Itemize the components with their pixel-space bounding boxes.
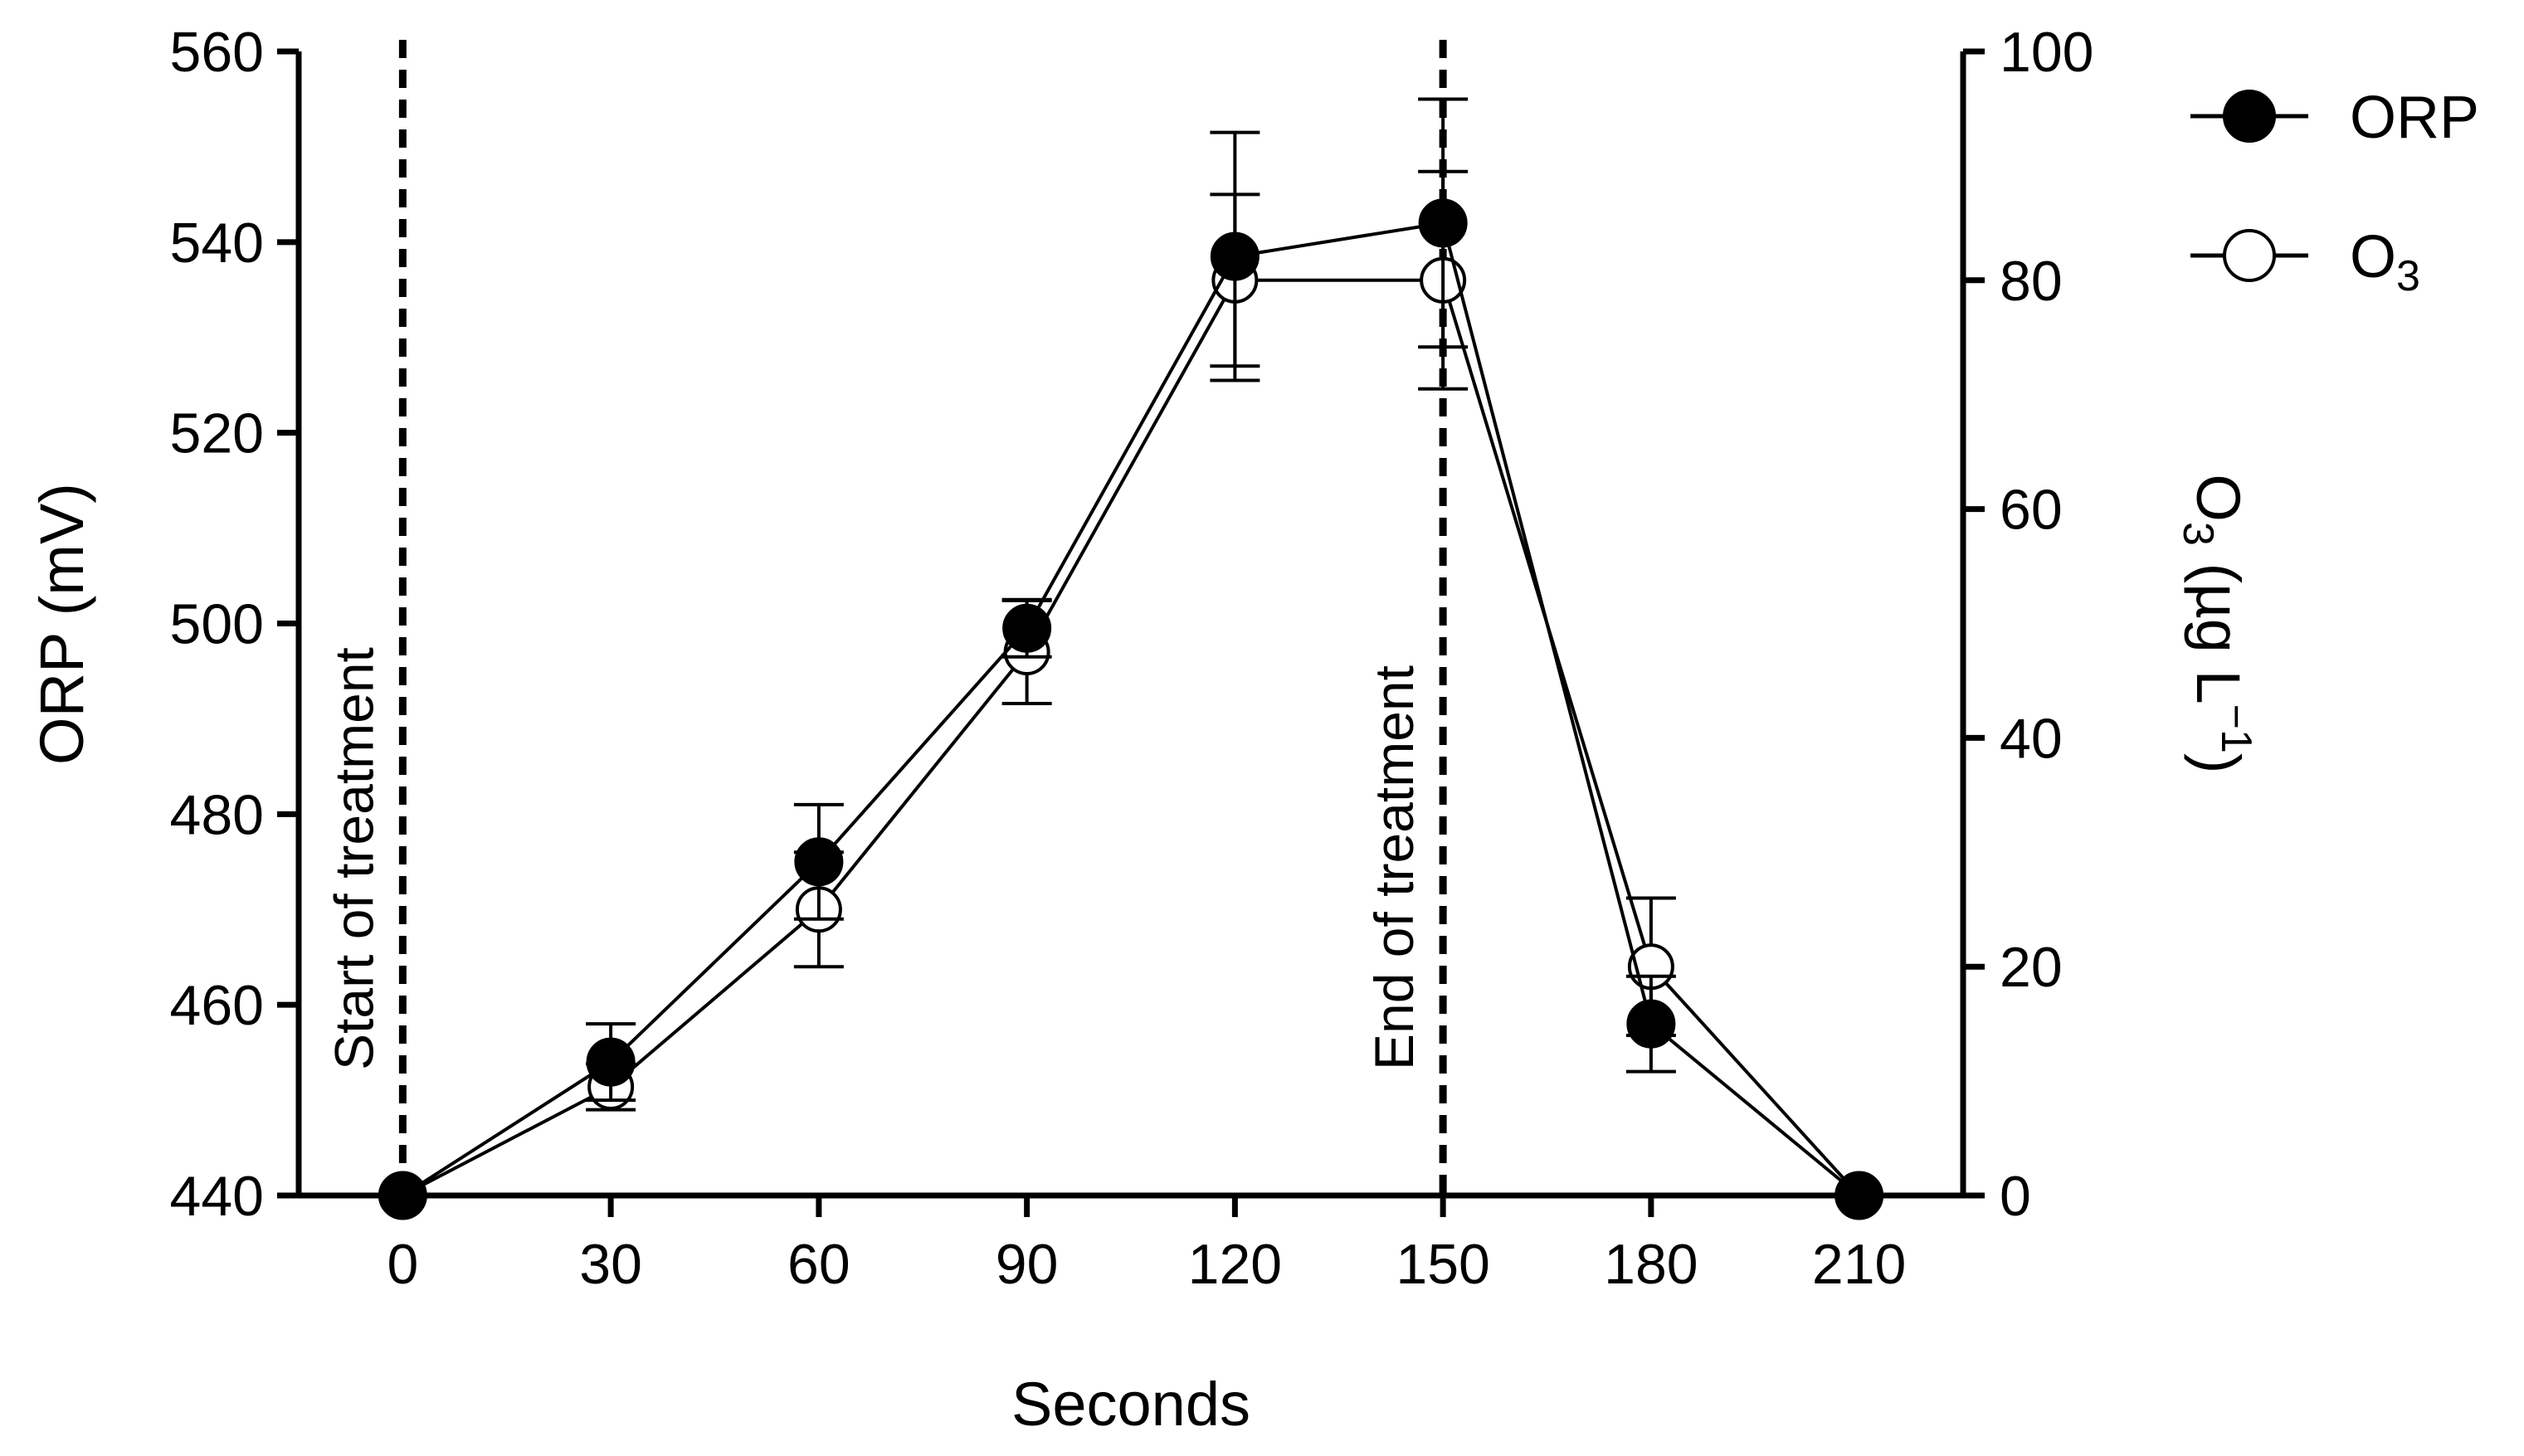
- data-point-orp: [1418, 198, 1468, 248]
- data-point-orp: [1210, 231, 1260, 281]
- data-series: [378, 97, 1884, 1220]
- y-left-tick-label: 500: [170, 593, 264, 656]
- treatment-markers: Start of treatment End of treatment: [323, 40, 1447, 1195]
- x-tick-label: 0: [387, 1233, 418, 1296]
- treatment-label: End of treatment: [1363, 665, 1425, 1070]
- y-right-title-sub: 3: [2174, 522, 2222, 546]
- y-right-title-unit: (µg L: [2184, 546, 2253, 704]
- series-orp: [378, 97, 1884, 1220]
- y-right-tick-label: 100: [2000, 21, 2093, 84]
- data-point-orp: [1835, 1171, 1884, 1220]
- data-point-orp: [586, 1037, 636, 1087]
- y-right-tick-label: 20: [2000, 936, 2063, 999]
- legend-label: ORP: [2350, 85, 2479, 151]
- y-right-title-sup: −1: [2212, 704, 2260, 753]
- y-left-tick-label: 480: [170, 783, 264, 846]
- legend-marker-filled: [2223, 90, 2276, 143]
- x-tick-label: 90: [996, 1233, 1059, 1296]
- y-right-tick-label: 80: [2000, 250, 2063, 313]
- data-point-orp: [1002, 603, 1052, 653]
- y-right-tick-label: 60: [2000, 479, 2063, 542]
- treatment-label: Start of treatment: [323, 647, 384, 1070]
- legend: ORP O3: [2190, 85, 2479, 300]
- y-left-tick-label: 520: [170, 402, 264, 465]
- data-point-orp: [378, 1171, 427, 1220]
- legend-label-sub: 3: [2396, 252, 2420, 300]
- x-tick-label: 60: [787, 1233, 850, 1296]
- x-tick-label: 150: [1396, 1233, 1489, 1296]
- x-tick-label: 180: [1604, 1233, 1698, 1296]
- legend-marker-open: [2223, 229, 2276, 282]
- data-point-orp: [794, 837, 844, 887]
- x-tick-label: 30: [579, 1233, 642, 1296]
- series-line: [402, 278, 1861, 1197]
- y-right-title-base: O: [2184, 474, 2253, 522]
- x-axis-title: Seconds: [1011, 1370, 1250, 1439]
- axes: 440 460 480 500 520 540 560 0 20 40 60 80 100 0 30 60 90…: [170, 21, 2094, 1296]
- legend-label: O3: [2350, 224, 2420, 300]
- y-left-tick-label: 460: [170, 974, 264, 1037]
- y-axis-left-title: ORP (mV): [27, 483, 96, 765]
- y-right-title-close: ): [2184, 753, 2253, 774]
- y-left-tick-label: 440: [170, 1165, 264, 1228]
- series-line: [402, 221, 1860, 1197]
- data-point-orp: [1626, 999, 1676, 1049]
- x-tick-label: 210: [1812, 1233, 1906, 1296]
- legend-label-base: O: [2350, 224, 2396, 290]
- y-left-tick-label: 560: [170, 21, 264, 84]
- y-right-tick-label: 0: [2000, 1165, 2031, 1228]
- y-left-tick-label: 540: [170, 212, 264, 275]
- y-right-tick-label: 40: [2000, 707, 2063, 770]
- y-axis-right-title: O3 (µg L−1): [2174, 474, 2260, 773]
- x-tick-label: 120: [1188, 1233, 1282, 1296]
